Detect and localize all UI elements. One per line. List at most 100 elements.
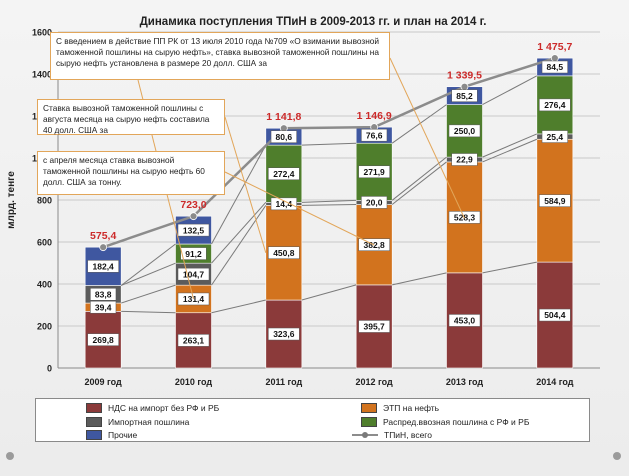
total-label: 575,4 [90,230,116,242]
x-tick-label: 2011 год [265,377,302,387]
segment-label: 83,8 [95,289,112,299]
segment-label: 395,7 [364,322,386,332]
segment-label: 25,4 [547,132,564,142]
stack-connector-line [482,75,538,106]
annotation-leader-4 [389,57,465,219]
x-tick-label: 2010 год [175,377,213,387]
legend-label-other: Прочие [108,430,138,440]
segment-label-box [177,223,210,237]
total-line-path [102,56,556,249]
x-axis-ticks: 2009 год 2010 год 2011 год 2012 год 2013 год… [85,377,574,387]
segment-label-box [451,153,478,166]
y-tick-label: 600 [37,238,52,248]
segment-label: 39,4 [95,302,112,312]
legend-swatch-etp [361,403,377,413]
stack-connector-line [211,202,267,264]
x-tick-label: 2014 год [536,377,574,387]
total-label: 1 339,5 [447,70,482,82]
legend-label-import-duty: Импортная пошлина [108,417,190,427]
legend-item-total: ТПиН, всего [352,430,432,440]
segment-label: 104,7 [183,269,205,279]
y-tick-label: 0 [47,364,52,374]
stack-connector-line [301,284,357,301]
segment-label: 84,5 [547,62,564,72]
segment-label: 450,8 [273,248,295,258]
legend-label-etp: ЭТП на нефть [383,403,440,413]
stack-connector-line [482,261,537,274]
legend-swatch-distributed-duty [361,417,377,427]
segment-label: 453,0 [454,316,476,326]
stack-connector-line [301,204,357,206]
total-label: 1 146,9 [357,110,392,122]
legend-item-import-duty: Импортная пошлина [86,417,189,427]
legend-swatch-other [86,430,102,440]
segment-label: 382,8 [364,240,386,250]
stack-connector-line [121,310,176,314]
y-tick-label: 200 [37,322,52,332]
total-label: 1 141,8 [266,111,301,123]
y-tick-label: 1400 [32,70,52,80]
segment-label-box [541,130,568,143]
segment-label-box [180,247,207,260]
stack-connector-line [211,299,266,314]
segment-label-box [358,320,390,333]
segment-label: 131,4 [183,294,205,304]
segment-label-box [268,246,300,259]
segment-label: 76,6 [366,130,383,140]
stack-connectors [120,75,538,314]
stack-connector-line [120,262,176,286]
y-axis-label: млрд. тенге [6,171,17,229]
legend-swatch-import-duty [86,417,102,427]
legend-label-vat: НДС на импорт без РФ и РБ [108,403,220,413]
segment-label-box [448,314,481,327]
segment-label-box [177,334,210,347]
segment-label: 250,0 [454,126,476,136]
stack-connector-line [391,104,447,144]
legend-label-distributed-duty: Распред.ввозная пошлина с РФ и РБ [383,417,530,427]
segment-label-box [268,167,300,180]
y-tick-label: 1600 [32,28,52,38]
x-tick-label: 2013 год [446,377,484,387]
total-point [189,212,198,221]
stack-connector-line [391,156,447,201]
segment-label: 182,4 [93,262,115,272]
segment-label: 584,9 [544,196,566,206]
legend-item-other: Прочие [86,430,137,440]
legend-item-distributed-duty: Распред.ввозная пошлина с РФ и РБ [361,417,529,427]
annotation-april-rate: с апреля месяца ставка вывозной таможенн… [37,151,225,195]
stack-connector-line [391,161,447,205]
legend-item-vat: НДС на импорт без РФ и РБ [86,403,219,413]
segment-label-box [87,260,119,273]
segment-label-box [358,165,390,179]
stack-connector-line [211,144,267,245]
segment-label-box [361,196,388,209]
total-label: 723,0 [180,199,206,211]
total-label: 1 475,7 [537,41,572,53]
segment-label-box [539,194,571,207]
chart-title: Динамика поступления ТПиН в 2009-2013 гг… [140,16,487,28]
legend-swatch-vat [86,403,102,413]
segment-label-box [448,124,481,138]
segment-label-box [539,308,571,322]
segment-label-box [177,267,210,281]
annotation-leader-3 [224,171,375,246]
segment-label: 271,9 [364,167,386,177]
legend-line-total [352,431,378,439]
total-line [99,54,559,252]
segment-label: 91,2 [185,249,202,259]
slide-dot-left [6,452,14,460]
annotation-2010-export-duty: С введением в действие ПП РК от 13 июля … [50,32,390,80]
annotation-leader-2 [224,116,267,253]
segment-label-box [268,327,300,341]
segment-label: 323,6 [273,329,295,339]
segment-label-box [90,300,117,314]
total-point [550,54,559,63]
segment-label: 85,2 [456,91,473,101]
legend-label-total: ТПиН, всего [384,430,432,440]
segment-label-box [451,89,478,102]
segment-label: 269,8 [93,335,115,345]
segment-labels: 269,8 39,4 83,8 182,4 263,1 131,4 104,7 91,2 132… [87,60,571,347]
segment-label: 263,1 [183,336,205,346]
